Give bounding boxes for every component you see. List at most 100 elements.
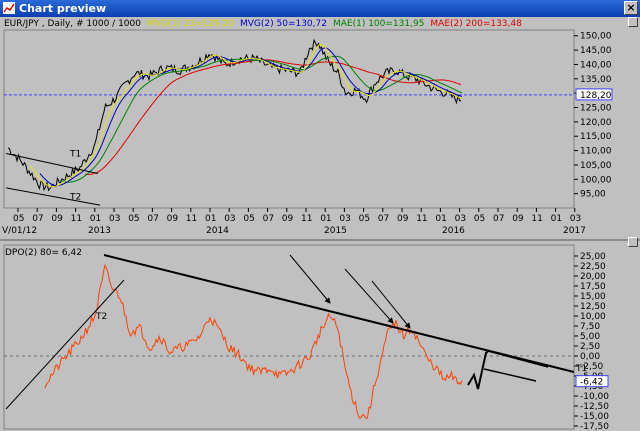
trend-label: T1 <box>69 149 81 159</box>
pane-maximize-button[interactable] <box>628 17 638 27</box>
price-series-group: T1 T2 <box>5 38 463 206</box>
x-tick-label: 01 <box>205 214 216 224</box>
x-tick-label: 09 <box>51 214 63 224</box>
title-bar: Chart preview × <box>0 0 640 17</box>
channel-lower-line <box>483 368 537 382</box>
x-tick-label: 07 <box>493 214 504 224</box>
x-tick-label: 03 <box>339 214 350 224</box>
year-label: 2015 <box>324 226 347 236</box>
x-tick-label: 03 <box>109 214 120 224</box>
x-tick-label: 11 <box>531 214 542 224</box>
x-tick-label: 11 <box>301 214 312 224</box>
dpo-y-tick-label: -17,50 <box>580 422 609 431</box>
mvg1-line <box>29 43 463 188</box>
price-y-axis: 150,00145,00140,00135,00130,00125,00120,… <box>4 32 613 200</box>
dpo-y-tick-label: 12,50 <box>580 302 606 312</box>
x-tick-label: 03 <box>224 214 235 224</box>
y-tick-label: 125,00 <box>580 104 612 114</box>
support-trendline <box>5 279 125 410</box>
x-tick-label: 07 <box>32 214 43 224</box>
current-price-label: 128,20 <box>580 91 612 101</box>
current-price-box <box>575 88 613 101</box>
x-tick-label: 11 <box>416 214 427 224</box>
y-tick-label: 100,00 <box>580 175 612 185</box>
dpo-y-tick-label: 25,00 <box>580 252 606 262</box>
price-plot-area <box>3 29 575 209</box>
x-tick-label: 07 <box>147 214 158 224</box>
price-indicator-legend: EUR/JPY , Daily, # 1000 / 1000 MVG(1) 23=… <box>4 19 522 29</box>
x-tick-label: 09 <box>512 214 524 224</box>
annotation-arrow <box>344 268 394 324</box>
y-tick-label: 150,00 <box>580 32 612 42</box>
dpo-y-tick-label: 20,00 <box>580 272 606 282</box>
x-tick-label: 05 <box>243 214 254 224</box>
x-tick-label: 05 <box>13 214 24 224</box>
x-tick-label: 05 <box>474 214 485 224</box>
x-tick-label: 07 <box>378 214 389 224</box>
dpo-y-axis: 25,0022,5020,0017,5015,0012,5010,007,505… <box>4 252 609 431</box>
dpo-y-tick-label: -12,50 <box>580 402 609 412</box>
x-tick-label: 11 <box>71 214 82 224</box>
legend-item: MAE(2) 200=133,48 <box>430 19 522 29</box>
trendline-t2 <box>5 187 101 206</box>
dpo-plot-area <box>3 244 575 430</box>
price-chart-pane[interactable]: EUR/JPY , Daily, # 1000 / 1000 MVG(1) 23=… <box>0 17 640 239</box>
x-tick-label: 09 <box>167 214 179 224</box>
x-tick-label: 09 <box>397 214 409 224</box>
mvg2-line <box>39 47 463 187</box>
year-label: 2016 <box>442 226 465 236</box>
dpo-line <box>44 263 463 419</box>
trend-label: T1 <box>575 364 587 374</box>
year-label: 2017 <box>563 226 586 236</box>
annotation-arrow <box>371 280 411 329</box>
y-tick-label: 115,00 <box>580 132 612 142</box>
legend-item: MVG(1) 23=129,20 <box>147 19 234 29</box>
x-tick-label: 03 <box>455 214 466 224</box>
dpo-y-tick-label: 7,50 <box>580 322 600 332</box>
dpo-y-tick-label: 5,00 <box>580 332 600 342</box>
dpo-series-group: T2 T1 <box>5 254 587 419</box>
year-label: 2014 <box>206 226 229 236</box>
dpo-y-tick-label: -15,00 <box>580 412 609 422</box>
x-tick-label: 01 <box>90 214 101 224</box>
dpo-y-tick-label: 2,50 <box>580 342 600 352</box>
dpo-y-tick-label: -2,50 <box>580 362 604 372</box>
annotation-arrow <box>289 254 331 304</box>
dpo-y-tick-label: -10,00 <box>580 392 609 402</box>
y-tick-label: 110,00 <box>580 147 612 157</box>
legend-item: MAE(1) 100=131,95 <box>333 19 424 29</box>
dpo-chart-pane[interactable]: DPO(2) 80= 6,42 25,00 22,50 20,00 17,50 15,0… <box>0 237 640 431</box>
legend-item: EUR/JPY , Daily, # 1000 / 1000 <box>4 19 141 29</box>
close-button[interactable]: × <box>624 1 638 15</box>
year-label: V/01/12 <box>2 226 37 236</box>
trend-label: T2 <box>69 192 81 202</box>
price-line <box>7 38 462 192</box>
dpo-legend: DPO(2) 80= 6,42 <box>5 248 82 258</box>
window-title: Chart preview <box>19 2 107 15</box>
pane-splitter[interactable] <box>0 239 640 241</box>
projection-path <box>467 350 489 390</box>
chart-app-icon <box>3 2 15 14</box>
x-tick-label: 09 <box>282 214 294 224</box>
dpo-y-tick-label: 0,00 <box>580 352 600 362</box>
dpo-y-tick-label: 10,00 <box>580 312 606 322</box>
x-tick-label: 01 <box>320 214 331 224</box>
dpo-current-box <box>575 375 609 388</box>
dpo-y-tick-label: 22,50 <box>580 262 606 272</box>
channel-upper-line <box>487 350 549 368</box>
dpo-current-label: -6,42 <box>580 378 603 388</box>
trendline-t1 <box>5 152 99 175</box>
x-tick-label: 03 <box>570 214 581 224</box>
x-tick-label: 05 <box>128 214 139 224</box>
dpo-y-tick-label: 15,00 <box>580 292 606 302</box>
x-tick-label: 01 <box>435 214 446 224</box>
dpo-pane-button[interactable] <box>628 237 638 247</box>
year-label: 2013 <box>88 226 111 236</box>
trend-label: T2 <box>95 312 107 322</box>
dpo-y-tick-label: 17,50 <box>580 282 606 292</box>
x-tick-label: 07 <box>263 214 274 224</box>
x-tick-label: 05 <box>359 214 370 224</box>
x-tick-label: 11 <box>186 214 197 224</box>
time-x-axis: 05 07 09 11 01 03 05 07 09 11 01 03 05 07 09 11 01 03 05 07… <box>2 208 586 236</box>
y-tick-label: 140,00 <box>580 60 612 70</box>
